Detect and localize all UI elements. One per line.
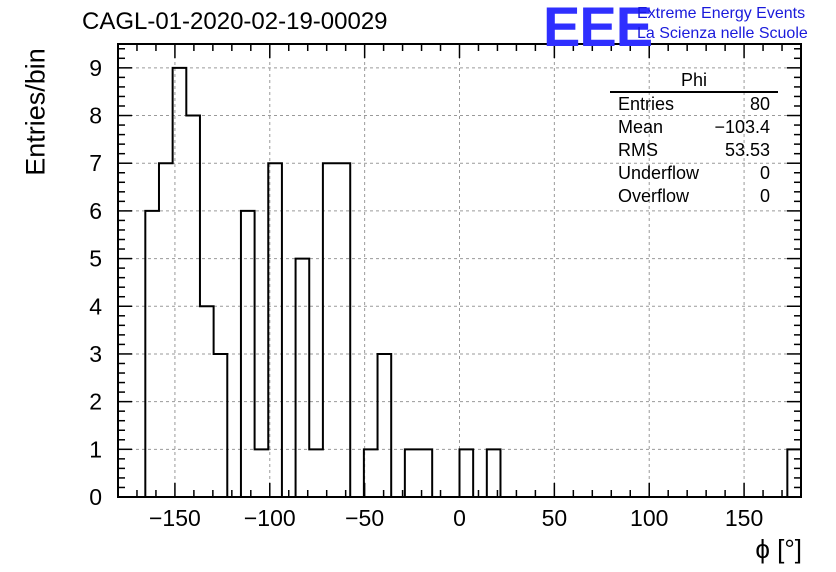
logo-caption-line2: La Scienza nelle Scuole: [637, 25, 808, 42]
y-axis-label: Entries/bin: [20, 48, 51, 176]
chart-title: CAGL-01-2020-02-19-00029: [82, 8, 388, 35]
stats-label: Overflow: [618, 186, 690, 206]
x-tick-label: −150: [149, 505, 201, 531]
x-axis-label: ϕ [°]: [755, 534, 802, 564]
stats-row: Entries 80: [610, 93, 778, 116]
x-tick-label: −100: [244, 505, 296, 531]
y-tick-label: 0: [89, 484, 102, 510]
stats-value: 53.53: [724, 140, 770, 160]
stats-value: 0: [759, 163, 770, 183]
y-tick-label: 8: [89, 103, 102, 129]
x-tick-label: 50: [542, 505, 568, 531]
y-tick-label: 1: [89, 436, 102, 462]
stats-value: −103.4: [714, 117, 770, 137]
y-tick-label: 5: [89, 246, 102, 272]
stats-label: Entries: [618, 94, 675, 114]
stats-value: 0: [759, 186, 770, 206]
x-tick-label: −50: [345, 505, 384, 531]
y-tick-label: 2: [89, 389, 102, 415]
stats-row: Underflow 0: [610, 162, 778, 185]
stats-label: Mean: [618, 117, 664, 137]
stats-row: Mean −103.4: [610, 116, 778, 139]
x-tick-label: 100: [630, 505, 668, 531]
stats-box: Phi Entries 80 Mean −103.4 RMS 53.53 Und…: [610, 70, 778, 208]
stats-label: RMS: [618, 140, 658, 160]
y-tick-label: 9: [89, 55, 102, 81]
x-tick-label: 150: [725, 505, 763, 531]
y-tick-label: 7: [89, 150, 102, 176]
y-tick-label: 3: [89, 341, 102, 367]
y-tick-label: 4: [89, 293, 102, 319]
eee-logo: EEE: [543, 0, 653, 58]
stats-label: Underflow: [618, 163, 700, 183]
logo-caption-line1: Extreme Energy Events: [637, 5, 806, 22]
stats-row: Overflow 0: [610, 185, 778, 208]
logo-caption: Extreme Energy Events La Scienza nelle S…: [637, 4, 808, 44]
stats-title: Phi: [610, 70, 778, 93]
x-tick-label: 0: [453, 505, 466, 531]
axis-ticks: −150 −100 −50 0 50 100 150 0 1 2 3 4 5 6 7 8 9: [89, 44, 802, 531]
y-tick-label: 6: [89, 198, 102, 224]
stats-row: RMS 53.53: [610, 139, 778, 162]
stats-value: 80: [749, 94, 770, 114]
